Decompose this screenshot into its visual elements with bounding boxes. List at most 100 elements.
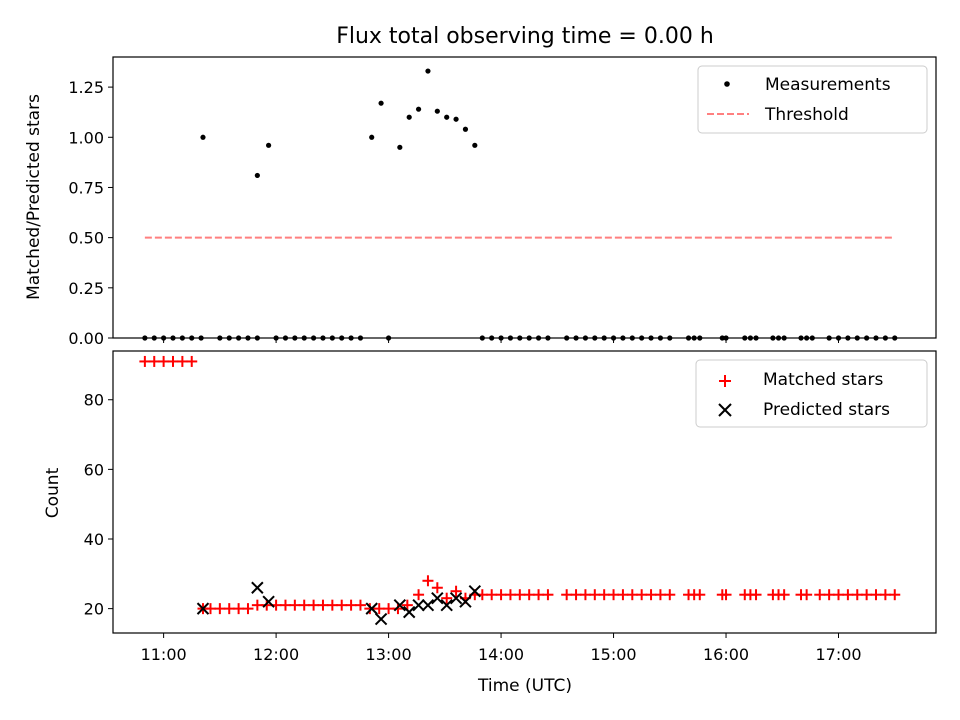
matched-star-point: [413, 589, 425, 601]
matched-star-point: [317, 599, 329, 611]
matched-star-point: [431, 582, 443, 594]
top-y-tick-label: 0.75: [68, 178, 104, 197]
matched-star-point: [383, 603, 395, 615]
matched-star-point: [579, 589, 591, 601]
matched-star-point: [598, 589, 610, 601]
top-y-axis-label: Matched/Predicted stars: [24, 94, 44, 300]
bottom-y-axis-label: Count: [43, 467, 63, 518]
matched-star-point: [814, 589, 826, 601]
predicted-star-point: [412, 598, 425, 612]
matched-star-point: [261, 599, 273, 611]
matched-star-point: [223, 603, 235, 615]
x-tick-label: 12:00: [253, 645, 299, 664]
matched-star-point: [608, 589, 620, 601]
matched-star-point: [504, 589, 516, 601]
bottom-y-tick-label: 20: [84, 600, 104, 619]
predicted-star-point: [374, 612, 388, 626]
matched-star-point: [870, 589, 882, 601]
x-axis-label: Time (UTC): [477, 676, 572, 696]
predicted-star-d2: [412, 598, 425, 612]
measurement-point: [200, 134, 206, 140]
matched-star-point: [441, 592, 453, 604]
matched-star-point: [542, 589, 554, 601]
measurement-point: [453, 116, 459, 122]
predicted-star-point: [251, 581, 264, 594]
bottom-y-tick-label: 40: [84, 530, 104, 549]
matched-star-point: [626, 589, 638, 601]
predicted-star-d2: [251, 581, 264, 594]
matched-star-point: [308, 599, 320, 611]
bottom-y-tick-label: 60: [84, 460, 104, 479]
measurement-point: [378, 100, 384, 106]
matched-star-point: [167, 355, 179, 367]
chart-title: Flux total observing time = 0.00 h: [336, 24, 714, 49]
matched-star-point: [720, 589, 732, 601]
matched-star-point: [879, 589, 891, 601]
predicted-star-d2: [374, 612, 388, 626]
predicted-star-d2: [393, 598, 407, 612]
bottom-legend: Matched stars Predicted stars: [695, 359, 928, 428]
top-y-tick-label: 1.25: [68, 78, 104, 97]
matched-star-point: [514, 589, 526, 601]
matched-star-point: [645, 589, 657, 601]
matched-star-point: [186, 355, 198, 367]
matched-star-point: [214, 603, 226, 615]
predicted-star-point: [402, 605, 416, 619]
matched-star-point: [373, 603, 385, 615]
x-tick-label: 15:00: [590, 645, 636, 664]
legend-predicted-marker: [718, 403, 732, 417]
matched-star-point: [750, 589, 762, 601]
predicted-star-d2: [421, 598, 435, 612]
predicted-star-d2: [468, 585, 482, 598]
predicted-star-d2: [365, 602, 378, 615]
top-y-ticks: 0.00 0.25 0.50 0.75 1.00 1.25: [68, 78, 113, 348]
x-tick-label: 16:00: [703, 645, 749, 664]
matched-star-point: [354, 599, 366, 611]
matched-star-point: [570, 589, 582, 601]
predicted-star-point: [449, 591, 463, 605]
matched-star-point: [364, 603, 376, 615]
predicted-star-point: [440, 598, 453, 612]
matched-star-point: [694, 589, 706, 601]
predicted-star-d2: [459, 595, 472, 608]
matched-star-point: [326, 599, 338, 611]
predicted-star-point: [431, 591, 444, 605]
predicted-star-d2: [402, 605, 416, 619]
matched-star-point: [778, 589, 790, 601]
matched-star-point: [176, 355, 188, 367]
matched-star-point: [842, 589, 854, 601]
bottom-plot-area: [139, 355, 901, 626]
matched-star-point: [345, 599, 357, 611]
bottom-y-tick-label: 80: [84, 391, 104, 410]
legend-matched-marker: [719, 375, 731, 387]
measurement-point: [254, 172, 260, 179]
top-legend: Measurements Threshold: [697, 65, 928, 134]
matched-star-point: [158, 355, 170, 367]
legend-matched-label: Matched stars: [763, 370, 883, 390]
matched-star-point: [801, 589, 813, 601]
bottom-panel: Count Time (UTC) 20 40 60 80 11:00 12:00 13:0…: [43, 350, 937, 696]
top-panel: Flux total observing time = 0.00 h Match…: [24, 24, 937, 348]
predicted-star-d2: [449, 591, 463, 605]
top-y-tick-label: 0.50: [68, 229, 104, 248]
matched-star-point: [392, 603, 404, 615]
matched-star-point: [336, 599, 348, 611]
legend-predicted-label: Predicted stars: [763, 400, 890, 420]
top-axes-frame: [112, 56, 937, 339]
legend-measurements-label: Measurements: [765, 75, 891, 95]
measurement-point: [415, 106, 422, 112]
matched-star-point: [861, 589, 873, 601]
matched-star-point: [251, 599, 263, 611]
matched-star-point: [450, 585, 462, 597]
matched-star-point: [533, 589, 545, 601]
legend-measurements-marker: [724, 81, 730, 87]
matched-star-point: [495, 589, 507, 601]
bottom-axes-frame: [112, 350, 937, 634]
measurement-point: [472, 142, 478, 148]
matched-star-point: [589, 589, 601, 601]
bottom-legend-box: [695, 359, 928, 428]
measurement-point: [266, 142, 272, 148]
matched-star-point: [664, 589, 676, 601]
matched-star-point: [422, 575, 434, 587]
